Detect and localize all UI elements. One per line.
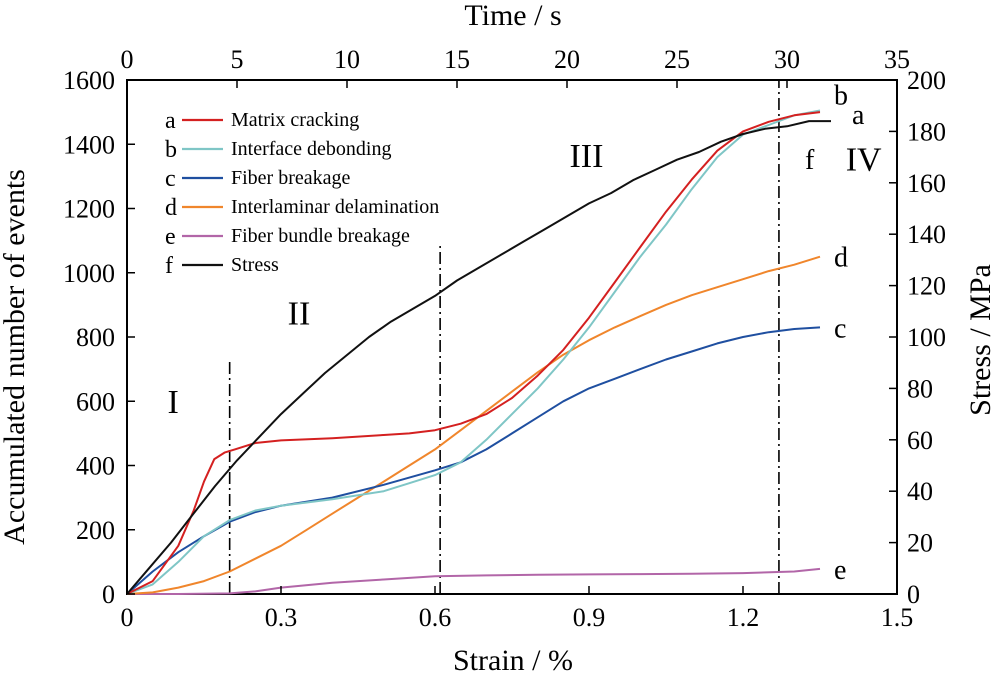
x-tick-label: 0.6 xyxy=(419,603,452,632)
stage-label: III xyxy=(569,138,603,175)
legend-label-e: Fiber bundle breakage xyxy=(231,225,410,247)
x2-tick-label: 35 xyxy=(884,45,910,74)
y2-tick-label: 20 xyxy=(907,529,933,558)
y2-tick-label: 40 xyxy=(907,477,933,506)
x2-tick-label: 15 xyxy=(444,45,470,74)
x-tick-label: 0.3 xyxy=(265,603,298,632)
y-tick-label: 800 xyxy=(76,323,115,352)
end-label-f: f xyxy=(805,145,815,176)
y-tick-label: 400 xyxy=(76,452,115,481)
x2-tick-label: 0 xyxy=(121,45,134,74)
y2-tick-label: 160 xyxy=(907,169,946,198)
series-line-e xyxy=(127,567,821,595)
x-tick-label: 1.5 xyxy=(881,603,914,632)
y2-axis-title: Stress / MPa xyxy=(964,264,997,416)
series-line-c xyxy=(126,326,821,595)
legend-key-a: a xyxy=(165,108,176,134)
legend-label-a: Matrix cracking xyxy=(231,109,359,131)
x2-tick-label: 25 xyxy=(664,45,690,74)
y2-tick-label: 120 xyxy=(907,272,946,301)
series-group xyxy=(126,109,831,595)
series-line-b xyxy=(126,109,821,595)
legend-label-d: Interlaminar delamination xyxy=(231,196,439,218)
legend-key-b: b xyxy=(165,137,177,163)
x-tick-label: 0 xyxy=(121,603,134,632)
y-tick-label: 1200 xyxy=(63,195,115,224)
end-label-b: b xyxy=(834,81,848,112)
stage-label: IV xyxy=(846,141,882,178)
stage-label: I xyxy=(168,384,179,421)
end-label-e: e xyxy=(834,555,846,586)
end-labels: ba f d c e xyxy=(805,81,865,586)
legend-key-d: d xyxy=(165,195,177,221)
legend-label-f: Stress xyxy=(231,254,279,276)
series-line-a xyxy=(126,111,821,595)
stage-label: II xyxy=(288,296,311,333)
y2-tick-label: 0 xyxy=(907,580,920,609)
series-line-d xyxy=(126,255,821,595)
ticks: 0 0.3 0.6 0.9 1.2 1.50 5 10 15 20 25 30 350200400600… xyxy=(63,45,946,632)
x-tick-label: 1.2 xyxy=(727,603,760,632)
legend-label-c: Fiber breakage xyxy=(231,167,351,189)
y-tick-label: 200 xyxy=(76,516,115,545)
y2-tick-label: 100 xyxy=(907,323,946,352)
end-label-c: c xyxy=(834,313,846,344)
y2-tick-label: 140 xyxy=(907,220,946,249)
end-label-d: d xyxy=(834,243,848,274)
x2-tick-label: 30 xyxy=(774,45,800,74)
legend-key-e: e xyxy=(165,224,176,250)
y-axis-title: Accumulated number of events xyxy=(0,169,31,545)
y2-tick-label: 80 xyxy=(907,374,933,403)
x-axis-title: Strain / % xyxy=(453,644,573,676)
y-tick-label: 1000 xyxy=(63,259,115,288)
y-tick-label: 1400 xyxy=(63,130,115,159)
x2-tick-label: 5 xyxy=(231,45,244,74)
legend-key-c: c xyxy=(165,166,176,192)
x2-axis-title: Time / s xyxy=(464,0,561,32)
legend: a Matrix cracking b Interface debonding c Fib… xyxy=(165,108,439,279)
end-label-a: a xyxy=(852,100,865,131)
series-line-f xyxy=(126,120,831,595)
y2-tick-label: 60 xyxy=(907,426,933,455)
y-tick-label: 1600 xyxy=(63,66,115,95)
legend-key-f: f xyxy=(165,253,173,279)
y2-tick-label: 180 xyxy=(907,117,946,146)
y-tick-label: 600 xyxy=(76,387,115,416)
x2-tick-label: 10 xyxy=(334,45,360,74)
x-tick-label: 0.9 xyxy=(573,603,606,632)
x2-tick-label: 20 xyxy=(554,45,580,74)
stage-dividers xyxy=(228,80,780,594)
legend-label-b: Interface debonding xyxy=(231,138,391,160)
y-tick-label: 0 xyxy=(102,580,115,609)
y2-tick-label: 200 xyxy=(907,66,946,95)
